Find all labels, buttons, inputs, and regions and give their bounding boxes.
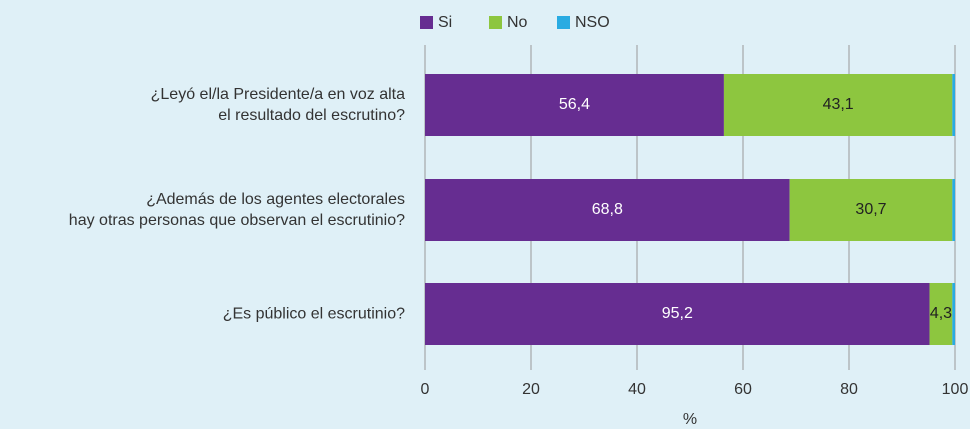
bar-segment: [952, 283, 955, 345]
x-tick-label: 80: [840, 381, 858, 398]
legend-swatch: [420, 16, 433, 29]
bar-segment: [952, 74, 955, 136]
legend-label: NSO: [575, 14, 610, 31]
data-label: 43,1: [823, 96, 854, 113]
bar-segment: [425, 74, 724, 136]
bar-segment: [723, 74, 953, 136]
x-axis-label: %: [683, 411, 697, 428]
bar-segment: [425, 283, 930, 345]
legend-label: No: [507, 14, 528, 31]
bar-segment: [425, 179, 790, 241]
data-label: 4,3: [930, 305, 952, 322]
category-label: ¿Leyó el/la Presidente/a en voz alta el …: [150, 86, 405, 124]
bar-segment: [789, 179, 953, 241]
data-label: 95,2: [662, 305, 693, 322]
legend-label: Si: [438, 14, 452, 31]
x-tick-label: 100: [942, 381, 969, 398]
legend-swatch: [557, 16, 570, 29]
data-label: 68,8: [592, 201, 623, 218]
category-label: ¿Además de los agentes electorales hay o…: [68, 191, 405, 229]
category-label: ¿Es público el escrutinio?: [222, 305, 405, 323]
x-tick-label: 40: [628, 381, 646, 398]
x-tick-label: 20: [522, 381, 540, 398]
legend-swatch: [489, 16, 502, 29]
bar-segment: [929, 283, 953, 345]
data-label: 56,4: [559, 96, 590, 113]
bar-segment: [952, 179, 955, 241]
x-tick-label: 60: [734, 381, 752, 398]
data-label: 30,7: [855, 201, 886, 218]
x-tick-label: 0: [421, 381, 430, 398]
